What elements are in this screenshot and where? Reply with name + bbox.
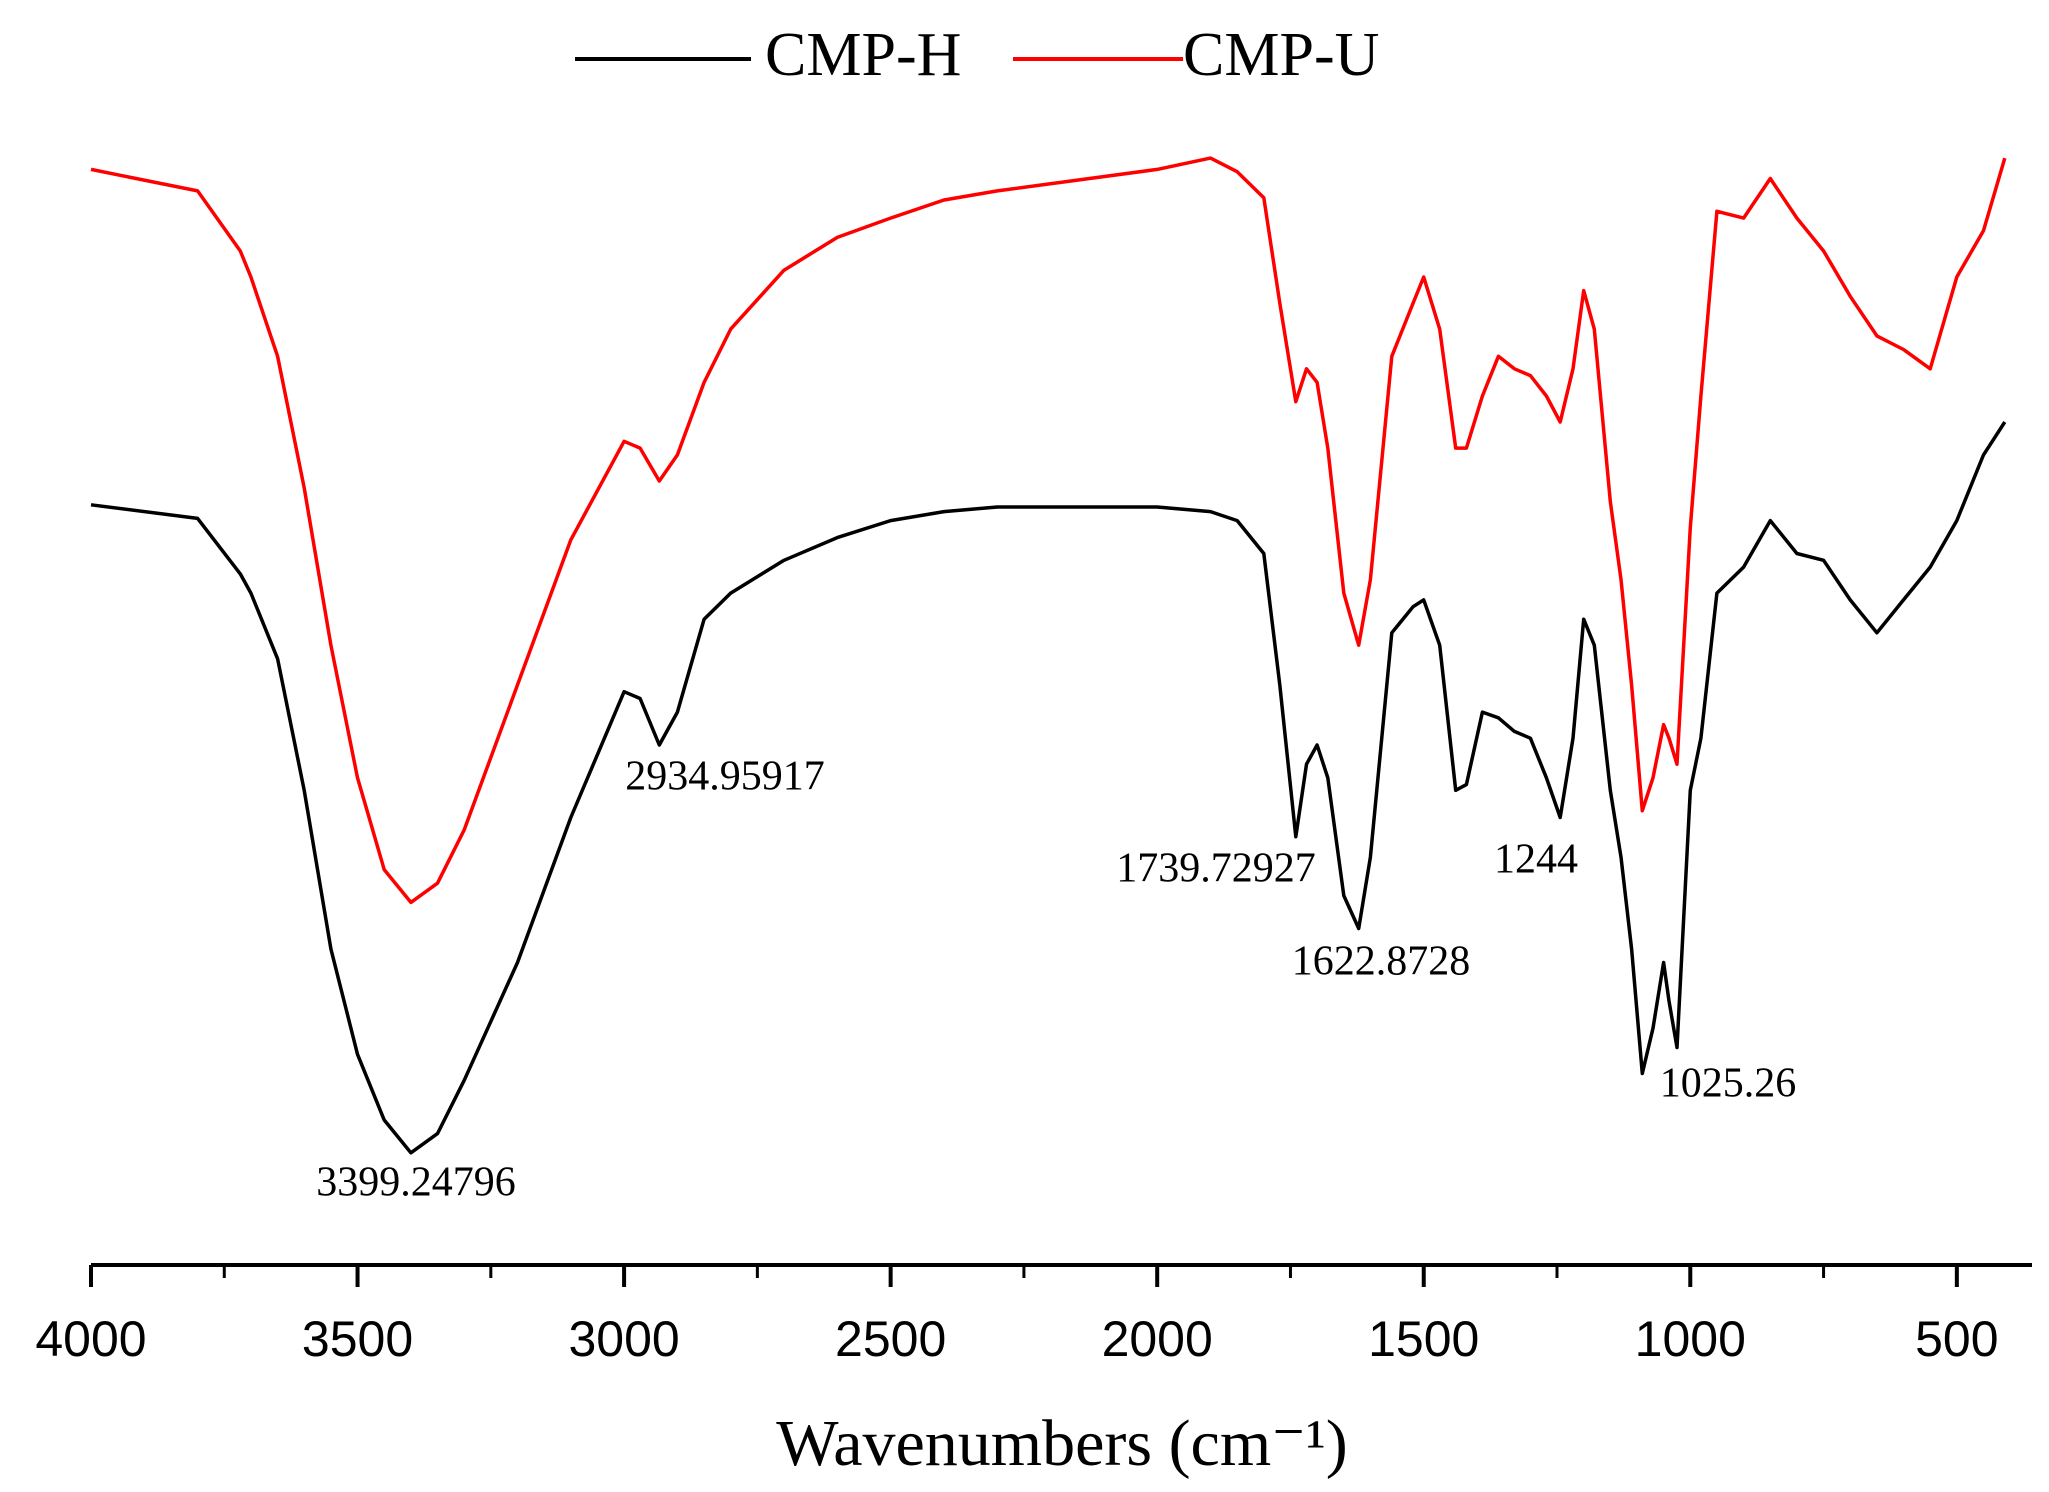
x-tick-label: 500 bbox=[1915, 1311, 1998, 1367]
annotation: 1025.26 bbox=[1660, 1061, 1797, 1107]
annotation: 2934.95917 bbox=[625, 754, 825, 800]
data-line bbox=[90, 156, 2007, 905]
annotation: 1622.8728 bbox=[1292, 939, 1471, 985]
x-axis-label: Wavenumbers (cm⁻¹) bbox=[776, 1407, 1348, 1480]
x-tick-label: 1500 bbox=[1368, 1311, 1479, 1367]
x-tick-label: 4000 bbox=[35, 1311, 146, 1367]
legend-label: CMP-U bbox=[1183, 21, 1379, 89]
x-tick-label: 1000 bbox=[1635, 1311, 1746, 1367]
x-tick-label: 2000 bbox=[1102, 1311, 1213, 1367]
x-tick-label: 3000 bbox=[568, 1311, 679, 1367]
legend-label: CMP-H bbox=[765, 21, 961, 89]
x-tick-label: 2500 bbox=[835, 1311, 946, 1367]
annotation: 1244 bbox=[1494, 837, 1578, 883]
x-tick-label: 3500 bbox=[302, 1311, 413, 1367]
annotation: 3399.24796 bbox=[316, 1160, 516, 1206]
data-line bbox=[90, 421, 2007, 1155]
annotation: 1739.72927 bbox=[1116, 846, 1316, 892]
